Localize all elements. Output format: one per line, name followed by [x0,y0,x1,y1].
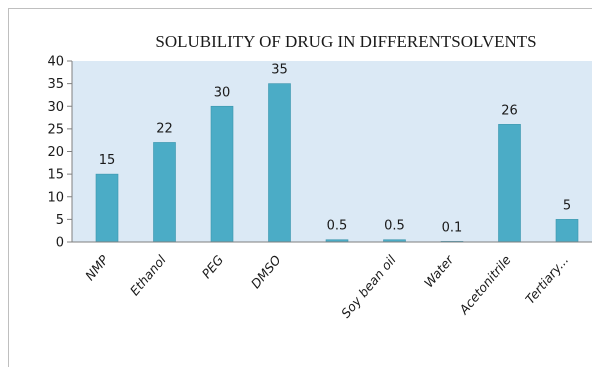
category-label: PEG [199,252,227,281]
category-label: Acetonitrile [456,252,514,318]
data-label: 5 [563,198,571,213]
category-label: Soy bean oil [338,252,399,321]
data-label: 0.5 [384,219,405,234]
category-label: Tertiary... [522,252,571,306]
category-label: DMSO [248,252,284,291]
chart-title: SOLUBILITY OF DRUG IN DIFFERENTSOLVENTS [155,32,536,51]
bar [498,124,521,243]
data-label: 0.1 [442,221,463,236]
bar [555,219,579,243]
y-tick-label: 0 [56,236,64,251]
y-tick-label: 35 [47,77,64,92]
category-label: NMP [82,252,112,283]
bar [210,105,234,243]
data-label: 0.5 [327,219,348,234]
data-label: 35 [271,63,288,78]
y-tick-label: 10 [47,190,64,205]
bar [153,142,176,243]
data-label: 30 [214,85,231,100]
chart-border [8,8,592,367]
data-labels-group: 15 22 30 35 0.5 0.5 0.1 26 5 [99,63,571,236]
bar [268,83,291,243]
y-tick-label: 25 [47,122,64,137]
y-axis: 0 5 10 15 20 25 30 35 40 [47,55,73,251]
y-tick-label: 20 [47,145,64,160]
category-label: Water [421,252,457,291]
data-label: 22 [156,121,173,136]
bars-group [95,83,579,243]
data-label: 15 [99,153,116,168]
y-tick-label: 15 [47,168,64,183]
y-tick-label: 5 [56,213,64,228]
data-label: 26 [501,103,518,118]
y-tick-label: 40 [47,55,64,70]
category-label: Ethanol [127,252,169,298]
category-labels-group: NMP Ethanol PEG DMSO Soy bean oil Water Aceton… [82,252,571,321]
y-tick-label: 30 [47,100,64,115]
bar [95,173,119,243]
